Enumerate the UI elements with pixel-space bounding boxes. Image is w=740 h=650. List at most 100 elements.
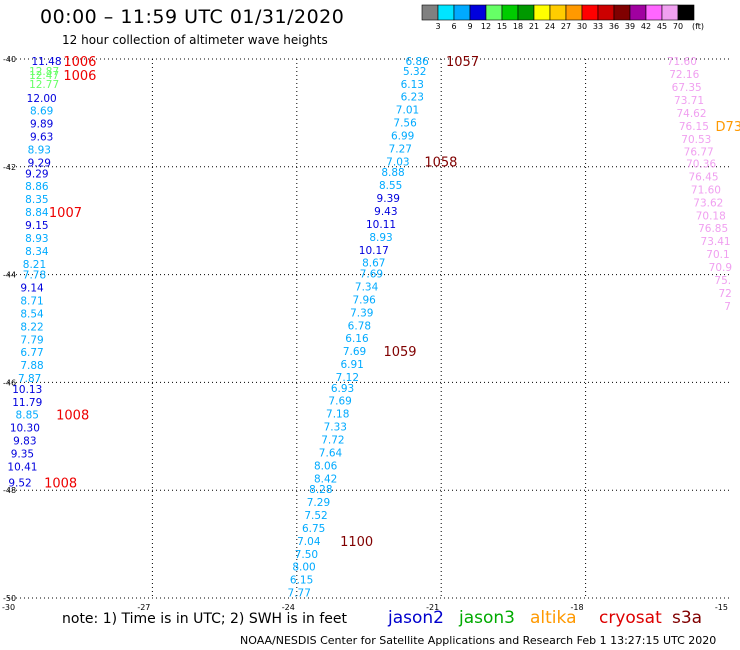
x-tick-label: -27 xyxy=(137,603,150,612)
colorbar-unit-label: (ft) xyxy=(692,22,704,31)
colorbar-swatch xyxy=(613,4,631,21)
pass-number-label: 1059 xyxy=(383,345,416,360)
wave-height-label: 8.69 xyxy=(30,106,53,118)
wave-height-label: 6.86 xyxy=(405,56,429,68)
colorbar-swatch xyxy=(517,4,535,21)
colorbar-swatch xyxy=(485,4,503,21)
wave-height-label: 6.77 xyxy=(20,347,43,359)
wave-height-label: 12.00 xyxy=(27,93,57,105)
wave-height-label: 6.13 xyxy=(401,79,424,91)
colorbar-tick-label: 45 xyxy=(657,22,667,31)
colorbar-swatch xyxy=(549,4,567,21)
wave-height-label: 7.64 xyxy=(319,447,343,459)
colorbar-swatch xyxy=(645,4,663,21)
colorbar-swatch xyxy=(437,4,455,21)
wave-height-label: 9.43 xyxy=(374,206,397,218)
wave-height-label: 7.39 xyxy=(350,307,373,319)
wave-height-label: 7.87 xyxy=(18,373,41,385)
wave-height-label: 7.12 xyxy=(336,372,359,384)
colorbar-tick-label: 9 xyxy=(467,22,472,31)
wave-height-label: 7.72 xyxy=(321,435,344,447)
wave-height-label: 7.18 xyxy=(326,409,349,421)
y-tick-label: -48 xyxy=(3,486,16,495)
x-tick-label: -30 xyxy=(2,603,15,612)
wave-height-label: 10.13 xyxy=(12,384,42,396)
colorbar-tick-label: 36 xyxy=(609,22,619,31)
wave-height-label: 8.93 xyxy=(369,232,392,244)
wave-height-label: 67.35 xyxy=(672,82,702,94)
colorbar-tick-label: 33 xyxy=(593,22,603,31)
wave-height-label: 72.16 xyxy=(669,69,699,81)
wave-height-label: 8.88 xyxy=(381,167,404,179)
wave-height-label: 73.71 xyxy=(674,95,704,107)
wave-height-label: 8.86 xyxy=(25,181,49,193)
wave-height-label: 70.53 xyxy=(681,134,711,146)
wave-height-label: 74.62 xyxy=(676,108,706,120)
colorbar-swatch xyxy=(501,4,519,21)
wave-height-label: 76.15 xyxy=(679,121,709,133)
wave-height-label: 9.29 xyxy=(25,168,48,180)
wave-height-label: 8.00 xyxy=(292,562,315,574)
colorbar-swatch xyxy=(565,4,583,21)
wave-height-label: 7.88 xyxy=(20,360,43,372)
x-tick-label: -18 xyxy=(571,603,584,612)
colorbar-tick-label: 42 xyxy=(641,22,651,31)
wave-height-label: 9.52 xyxy=(8,478,31,490)
wave-height-label: 6.78 xyxy=(348,320,371,332)
wave-height-label: 8.22 xyxy=(20,321,43,333)
wave-height-label: 8.85 xyxy=(16,410,39,422)
pass-number-label: 1057 xyxy=(446,55,479,70)
wave-height-label: 7.69 xyxy=(343,346,366,358)
pass-number-label: 1006 xyxy=(63,69,96,84)
wave-height-label: 73.62 xyxy=(693,197,723,209)
wave-height-label: 9.35 xyxy=(11,449,34,461)
wave-height-label: 6.93 xyxy=(331,383,354,395)
wave-height-label: 7.29 xyxy=(307,497,330,509)
y-tick-label: -46 xyxy=(3,378,16,387)
pass-number-label: 1007 xyxy=(49,206,82,221)
x-tick-label: -24 xyxy=(282,603,295,612)
footer-note: note: 1) Time is in UTC; 2) SWH is in fe… xyxy=(62,611,348,627)
wave-height-label: 7.77 xyxy=(288,588,311,600)
wave-height-label: 7.34 xyxy=(355,281,379,293)
chart-title: 00:00 – 11:59 UTC 01/31/2020 xyxy=(40,6,345,28)
wave-height-label: 11.79 xyxy=(12,397,42,409)
wave-height-label: 6.16 xyxy=(345,333,369,345)
colorbar-tick-label: 12 xyxy=(481,22,491,31)
wave-height-label: 6.99 xyxy=(391,131,414,143)
wave-height-label: 6.75 xyxy=(302,523,325,535)
wave-height-label: 8.28 xyxy=(309,484,332,496)
wave-height-label: 71.60 xyxy=(691,184,721,196)
colorbar-swatch xyxy=(677,4,695,21)
wave-height-label: 12.87 xyxy=(29,66,59,78)
wave-height-label: 72 xyxy=(718,288,731,300)
wave-height-label: 8.34 xyxy=(25,246,49,258)
chart-subtitle: 12 hour collection of altimeter wave hei… xyxy=(62,33,328,47)
wave-height-label: 9.89 xyxy=(30,119,53,131)
wave-height-label: 76.77 xyxy=(684,147,714,159)
colorbar-swatch xyxy=(469,4,487,21)
wave-height-label: 7.96 xyxy=(352,294,376,306)
wave-height-label: 10.41 xyxy=(7,461,37,473)
wave-height-label: 7.78 xyxy=(23,270,46,282)
wave-height-label: 76.85 xyxy=(698,223,728,235)
wave-height-label: 5.32 xyxy=(403,66,426,78)
wave-height-label: 6.23 xyxy=(401,92,424,104)
wave-height-label: 70.36 xyxy=(686,159,716,171)
wave-height-label: 7.52 xyxy=(304,510,327,522)
legend-jason3: jason3 xyxy=(459,608,515,628)
wave-height-label: 7.03 xyxy=(386,156,409,168)
wave-height-label: 70.18 xyxy=(696,210,726,222)
wave-height-label: 8.93 xyxy=(25,233,48,245)
wave-height-label: 9.15 xyxy=(25,220,48,232)
wave-height-label: 70.9 xyxy=(709,262,732,274)
colorbar-swatch xyxy=(629,4,647,21)
colorbar-tick-label: 6 xyxy=(451,22,456,31)
wave-height-label: 8.42 xyxy=(314,473,337,485)
wave-height-label: 8.21 xyxy=(23,259,46,271)
wave-height-label: 7.04 xyxy=(297,536,321,548)
wave-height-label: 7.79 xyxy=(20,334,43,346)
wave-height-label: 8.84 xyxy=(25,207,49,219)
